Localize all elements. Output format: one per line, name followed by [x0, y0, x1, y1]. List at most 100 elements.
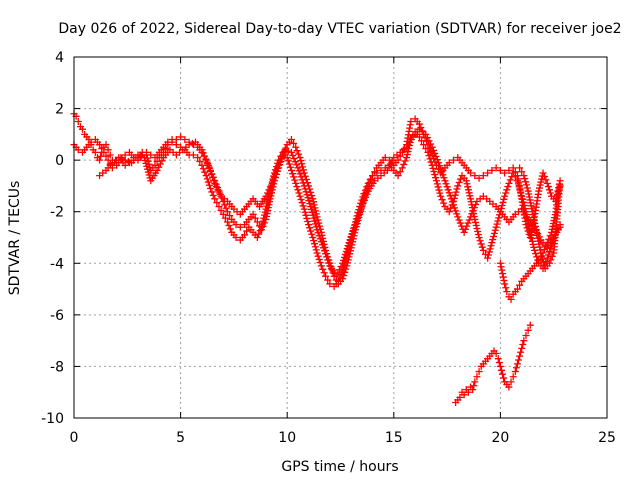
data-point: [492, 164, 500, 172]
data-point: [137, 152, 145, 160]
data-point: [542, 176, 550, 184]
data-point: [502, 284, 510, 292]
y-tick-label: -6: [50, 308, 64, 324]
data-point: [224, 208, 232, 216]
data-point: [484, 251, 492, 259]
data-point: [449, 201, 457, 209]
data-point: [436, 162, 444, 170]
data-point: [121, 156, 129, 164]
data-point: [472, 200, 480, 208]
data-point: [497, 366, 505, 374]
data-point: [258, 220, 266, 228]
data-point: [451, 204, 459, 212]
data-point: [403, 151, 411, 159]
data-point: [360, 196, 368, 204]
data-point: [316, 259, 324, 267]
data-point: [315, 232, 323, 240]
data-point: [429, 146, 437, 154]
data-point: [518, 192, 526, 200]
data-point: [298, 176, 306, 184]
data-point: [463, 180, 471, 188]
data-point: [280, 149, 288, 157]
data-point: [436, 189, 444, 197]
data-point: [394, 172, 402, 180]
data-point: [104, 146, 112, 154]
data-point: [199, 165, 207, 173]
data-point: [383, 166, 391, 174]
data-point: [539, 169, 547, 177]
data-point: [215, 203, 223, 211]
data-point: [500, 374, 508, 382]
data-point: [302, 211, 310, 219]
data-point: [260, 214, 268, 222]
data-point: [542, 242, 550, 250]
data-point: [381, 154, 389, 162]
data-point: [295, 150, 303, 158]
data-point: [404, 148, 412, 156]
data-point: [403, 154, 411, 162]
data-point: [418, 137, 426, 145]
data-point: [442, 180, 450, 188]
data-point: [498, 266, 506, 274]
data-point: [544, 251, 552, 259]
data-point: [495, 214, 503, 222]
data-point: [556, 223, 564, 231]
data-point: [434, 183, 442, 191]
data-point: [290, 173, 298, 181]
data-point: [503, 288, 511, 296]
data-point: [298, 160, 306, 168]
data-point: [385, 163, 393, 171]
data-point: [519, 198, 527, 206]
data-point: [357, 206, 365, 214]
data-point: [319, 244, 327, 252]
data-point: [437, 165, 445, 173]
data-point: [204, 178, 212, 186]
data-point: [445, 159, 453, 167]
data-point: [285, 160, 293, 168]
data-point: [317, 238, 325, 246]
data-point: [427, 158, 435, 166]
data-point: [309, 195, 317, 203]
data-point: [435, 159, 443, 167]
data-point: [545, 248, 553, 256]
data-point: [535, 187, 543, 195]
axis-ticks: 0 5 10 15 20 25 -10 -8 -6 -4 -2 0 2 4: [41, 50, 616, 446]
data-point: [188, 139, 196, 147]
y-tick-label: -4: [50, 256, 64, 272]
data-point: [273, 167, 281, 175]
data-point: [484, 254, 492, 262]
data-point: [211, 195, 219, 203]
data-point: [460, 228, 468, 236]
data-point: [462, 177, 470, 185]
data-point: [198, 161, 206, 169]
data-point: [515, 356, 523, 364]
data-point: [334, 277, 342, 285]
data-point: [134, 151, 142, 159]
data-point: [311, 204, 319, 212]
data-point: [524, 326, 532, 334]
data-point: [440, 174, 448, 182]
data-point: [294, 164, 302, 172]
data-point: [481, 250, 489, 258]
data-point: [241, 231, 249, 239]
data-point: [518, 168, 526, 176]
data-point: [208, 188, 216, 196]
data-point: [453, 185, 461, 193]
data-point: [203, 158, 211, 166]
data-point: [461, 225, 469, 233]
data-point: [428, 143, 436, 151]
data-point: [289, 152, 297, 160]
data-point: [503, 186, 511, 194]
data-point: [509, 169, 517, 177]
data-point: [286, 163, 294, 171]
data-point: [507, 295, 515, 303]
data-point: [326, 280, 334, 288]
data-point: [314, 216, 322, 224]
data-point: [496, 259, 504, 267]
data-point: [506, 176, 514, 184]
data-point: [205, 164, 213, 172]
data-point: [91, 148, 99, 156]
data-point: [511, 368, 519, 376]
data-point: [292, 179, 300, 187]
x-tick-label: 25: [598, 430, 616, 446]
